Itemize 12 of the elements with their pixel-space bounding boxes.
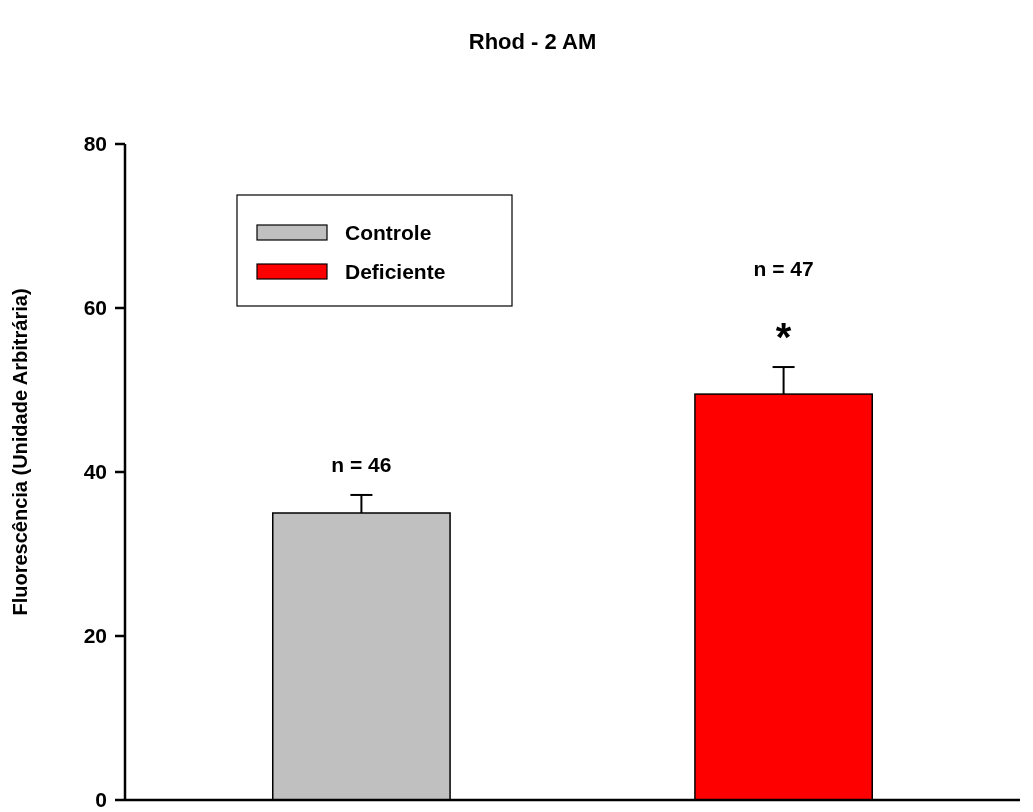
- y-tick-label: 80: [83, 132, 107, 156]
- annotation: n = 47: [753, 257, 814, 281]
- y-tick-label: 40: [83, 460, 107, 484]
- y-tick-label: 0: [95, 788, 107, 812]
- y-tick-label: 20: [83, 624, 107, 648]
- legend-label: Deficiente: [345, 260, 446, 284]
- y-axis-title: Fluorescência (Unidade Arbitrária): [9, 288, 31, 616]
- y-tick-label: 60: [83, 296, 107, 320]
- legend-label: Controle: [345, 221, 432, 245]
- annotation: n = 46: [331, 453, 392, 477]
- annotation: *: [775, 315, 792, 360]
- chart-title: Rhod - 2 AM: [468, 29, 597, 54]
